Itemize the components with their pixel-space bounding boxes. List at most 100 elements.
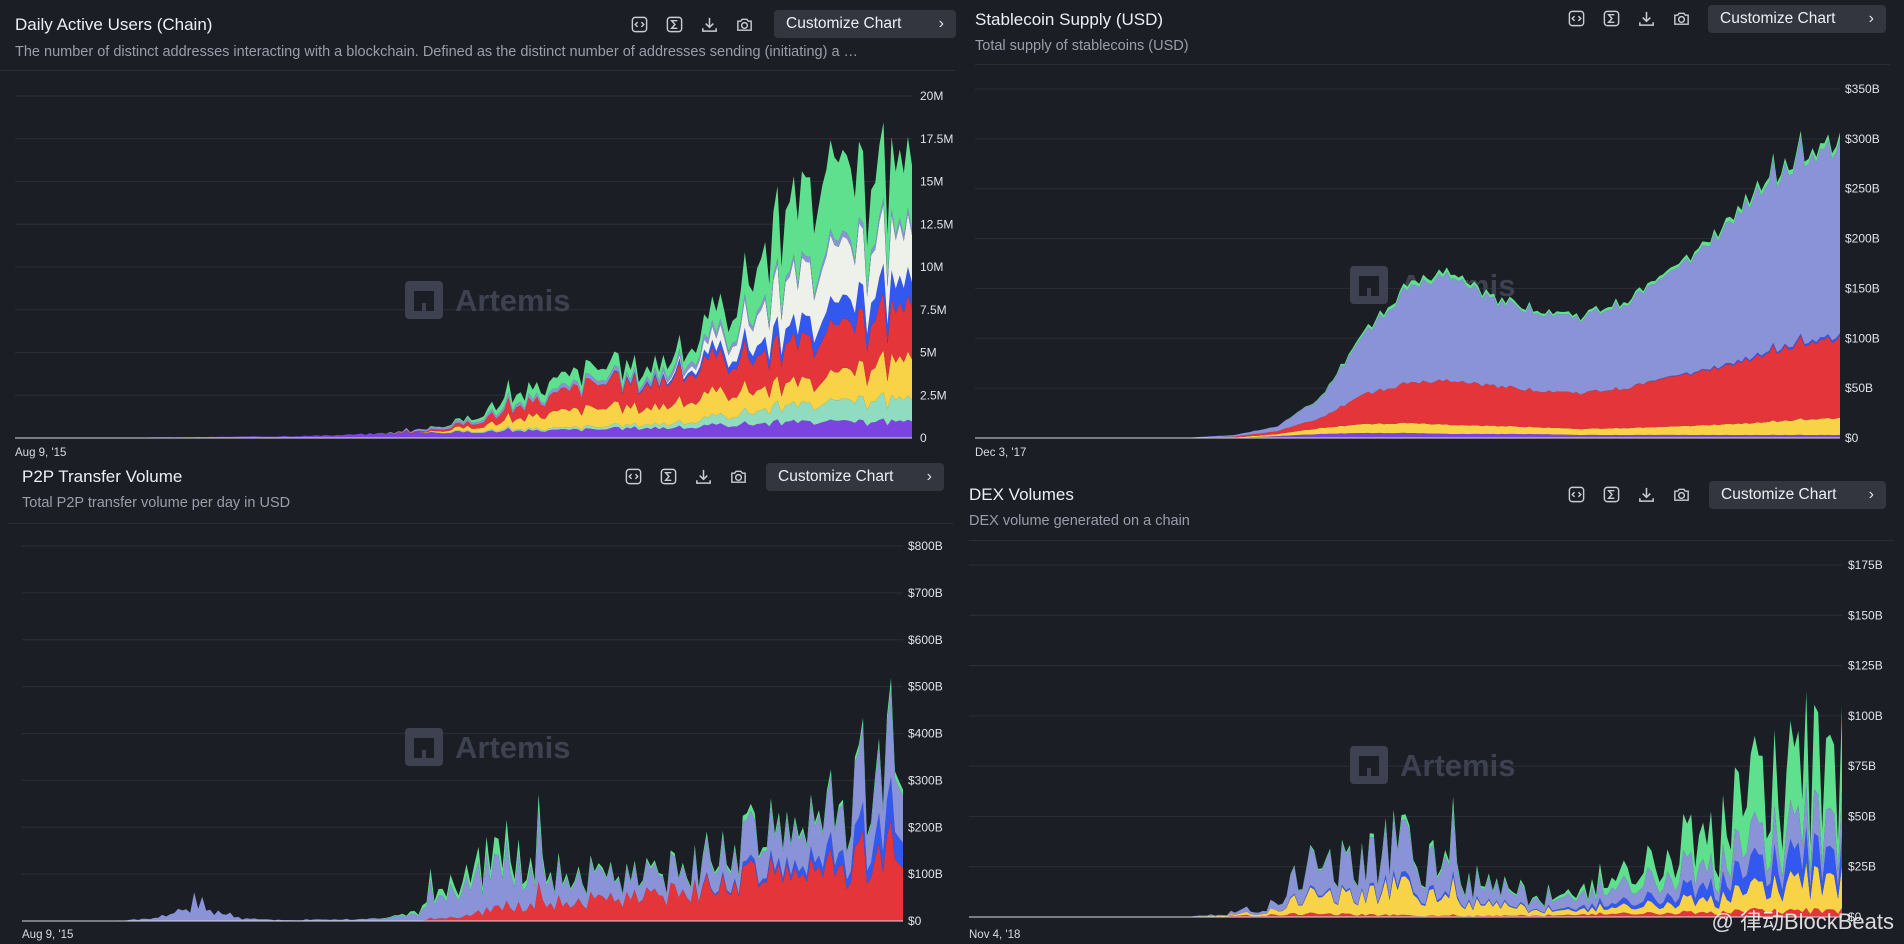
y-tick-label: 2.5M bbox=[920, 388, 947, 402]
y-tick-label: $800B bbox=[908, 539, 943, 553]
y-tick-label: $600B bbox=[908, 633, 943, 647]
series-layer bbox=[975, 130, 1840, 439]
sum-icon[interactable] bbox=[662, 12, 687, 37]
series-area-yellow bbox=[15, 350, 912, 438]
y-tick-label: $75B bbox=[1848, 759, 1876, 773]
chart-area-dau: 0 2.5M 5M 7.5M 10M 12.5M 15M 17.5M 20M Artemis Aug… bbox=[15, 89, 953, 459]
series-area-blue bbox=[969, 827, 1842, 917]
chevron-right-icon: › bbox=[1868, 486, 1874, 503]
y-tick-label: $0 bbox=[1845, 431, 1859, 445]
customize-chart-button[interactable]: Customize Chart › bbox=[774, 10, 956, 38]
x-tick-label: Dec 3, '17 bbox=[975, 447, 1026, 459]
chart-toolbar bbox=[621, 464, 751, 489]
y-tick-label: 15M bbox=[920, 175, 943, 189]
divider bbox=[0, 70, 955, 71]
download-icon[interactable] bbox=[1634, 482, 1659, 507]
chart-title: Daily Active Users (Chain) bbox=[15, 15, 213, 34]
series-area-lavender bbox=[975, 136, 1840, 439]
watermark: Artemis bbox=[405, 281, 570, 319]
series-area-red bbox=[22, 820, 903, 921]
camera-icon[interactable] bbox=[1669, 6, 1694, 31]
chart-toolbar bbox=[627, 12, 757, 37]
series-area-mint bbox=[15, 392, 912, 438]
chart-area-dex: $0 $25B $50B $75B $100B $125B $150B $175B Artemi… bbox=[969, 558, 1883, 941]
y-tick-label: 7.5M bbox=[920, 303, 947, 317]
y-tick-label: $50B bbox=[1848, 809, 1876, 823]
embed-icon[interactable] bbox=[1564, 482, 1589, 507]
series-area-red bbox=[969, 907, 1842, 917]
chart-toolbar bbox=[1564, 6, 1694, 31]
sum-icon[interactable] bbox=[656, 464, 681, 489]
chart-panel-p2p: P2P Transfer Volume Total P2P transfer v… bbox=[0, 460, 960, 944]
y-tick-label: $300B bbox=[908, 773, 943, 787]
customize-chart-button[interactable]: Customize Chart › bbox=[1708, 5, 1886, 33]
chevron-right-icon: › bbox=[938, 15, 944, 32]
y-tick-label: $250B bbox=[1845, 182, 1880, 196]
y-tick-label: $400B bbox=[908, 727, 943, 741]
customize-chart-label: Customize Chart bbox=[1721, 486, 1837, 503]
y-tick-label: $300B bbox=[1845, 132, 1880, 146]
chart-title: Stablecoin Supply (USD) bbox=[975, 10, 1164, 29]
series-area-green bbox=[15, 122, 912, 438]
series-area-yellow bbox=[975, 417, 1840, 438]
y-tick-label: $100B bbox=[908, 867, 943, 881]
x-tick-label: Aug 9, '15 bbox=[22, 929, 73, 941]
camera-icon[interactable] bbox=[726, 464, 751, 489]
y-tick-label: 10M bbox=[920, 260, 943, 274]
divider bbox=[8, 523, 953, 524]
series-area-lavender bbox=[969, 781, 1842, 917]
customize-chart-button[interactable]: Customize Chart › bbox=[766, 463, 944, 491]
series-layer bbox=[969, 691, 1842, 917]
download-icon[interactable] bbox=[697, 12, 722, 37]
watermark-text: Artemis bbox=[455, 730, 570, 765]
y-tick-label: $0 bbox=[1848, 910, 1862, 924]
camera-icon[interactable] bbox=[732, 12, 757, 37]
chevron-right-icon: › bbox=[926, 468, 932, 485]
x-tick-label: Aug 9, '15 bbox=[15, 447, 66, 459]
y-tick-label: $100B bbox=[1848, 709, 1883, 723]
y-tick-label: $100B bbox=[1845, 331, 1880, 345]
embed-icon[interactable] bbox=[1564, 6, 1589, 31]
y-tick-label: $0 bbox=[908, 914, 922, 928]
y-tick-label: $125B bbox=[1848, 659, 1883, 673]
y-tick-label: $150B bbox=[1845, 281, 1880, 295]
y-tick-label: $350B bbox=[1845, 82, 1880, 96]
camera-icon[interactable] bbox=[1669, 482, 1694, 507]
series-area-red bbox=[975, 335, 1840, 438]
y-tick-label: $500B bbox=[908, 680, 943, 694]
chart-panel-dau: Daily Active Users (Chain) The number of… bbox=[0, 0, 960, 460]
chart-title: P2P Transfer Volume bbox=[22, 467, 183, 486]
watermark: Artemis bbox=[1350, 746, 1515, 784]
embed-icon[interactable] bbox=[621, 464, 646, 489]
chart-area-p2p: $0 $100B $200B $300B $400B $500B $600B $700B $80… bbox=[22, 539, 943, 941]
series-area-yellow bbox=[969, 862, 1842, 917]
source-credit: @ 律动BlockBeats bbox=[1711, 909, 1895, 934]
y-tick-label: 5M bbox=[920, 346, 937, 360]
chart-panel-dex: DEX Volumes DEX volume generated on a ch… bbox=[960, 460, 1904, 944]
y-tick-label: $150B bbox=[1848, 608, 1883, 622]
chart-area-stable: $0$50B$100B$150B$200B$250B$300B$350BArte… bbox=[975, 82, 1880, 459]
customize-chart-label: Customize Chart bbox=[778, 468, 894, 485]
series-layer bbox=[15, 122, 912, 438]
embed-icon[interactable] bbox=[627, 12, 652, 37]
divider bbox=[975, 64, 1890, 65]
download-icon[interactable] bbox=[691, 464, 716, 489]
customize-chart-button[interactable]: Customize Chart › bbox=[1709, 481, 1886, 509]
download-icon[interactable] bbox=[1634, 6, 1659, 31]
x-tick-label: Nov 4, '18 bbox=[969, 929, 1020, 941]
y-tick-label: 12.5M bbox=[920, 217, 953, 231]
sum-icon[interactable] bbox=[1599, 482, 1624, 507]
watermark-text: Artemis bbox=[455, 283, 570, 318]
customize-chart-label: Customize Chart bbox=[786, 15, 902, 32]
customize-chart-label: Customize Chart bbox=[1720, 10, 1836, 27]
y-tick-label: $200B bbox=[1845, 232, 1880, 246]
watermark: Artemis bbox=[405, 728, 570, 766]
y-tick-label: $700B bbox=[908, 586, 943, 600]
series-area-purple bbox=[975, 432, 1840, 438]
chart-panel-stable: Stablecoin Supply (USD) Total supply of … bbox=[960, 0, 1904, 460]
sum-icon[interactable] bbox=[1599, 6, 1624, 31]
series-area-red bbox=[15, 292, 912, 438]
series-layer bbox=[22, 678, 903, 921]
watermark-text: Artemis bbox=[1400, 748, 1515, 783]
y-tick-label: $175B bbox=[1848, 558, 1883, 572]
